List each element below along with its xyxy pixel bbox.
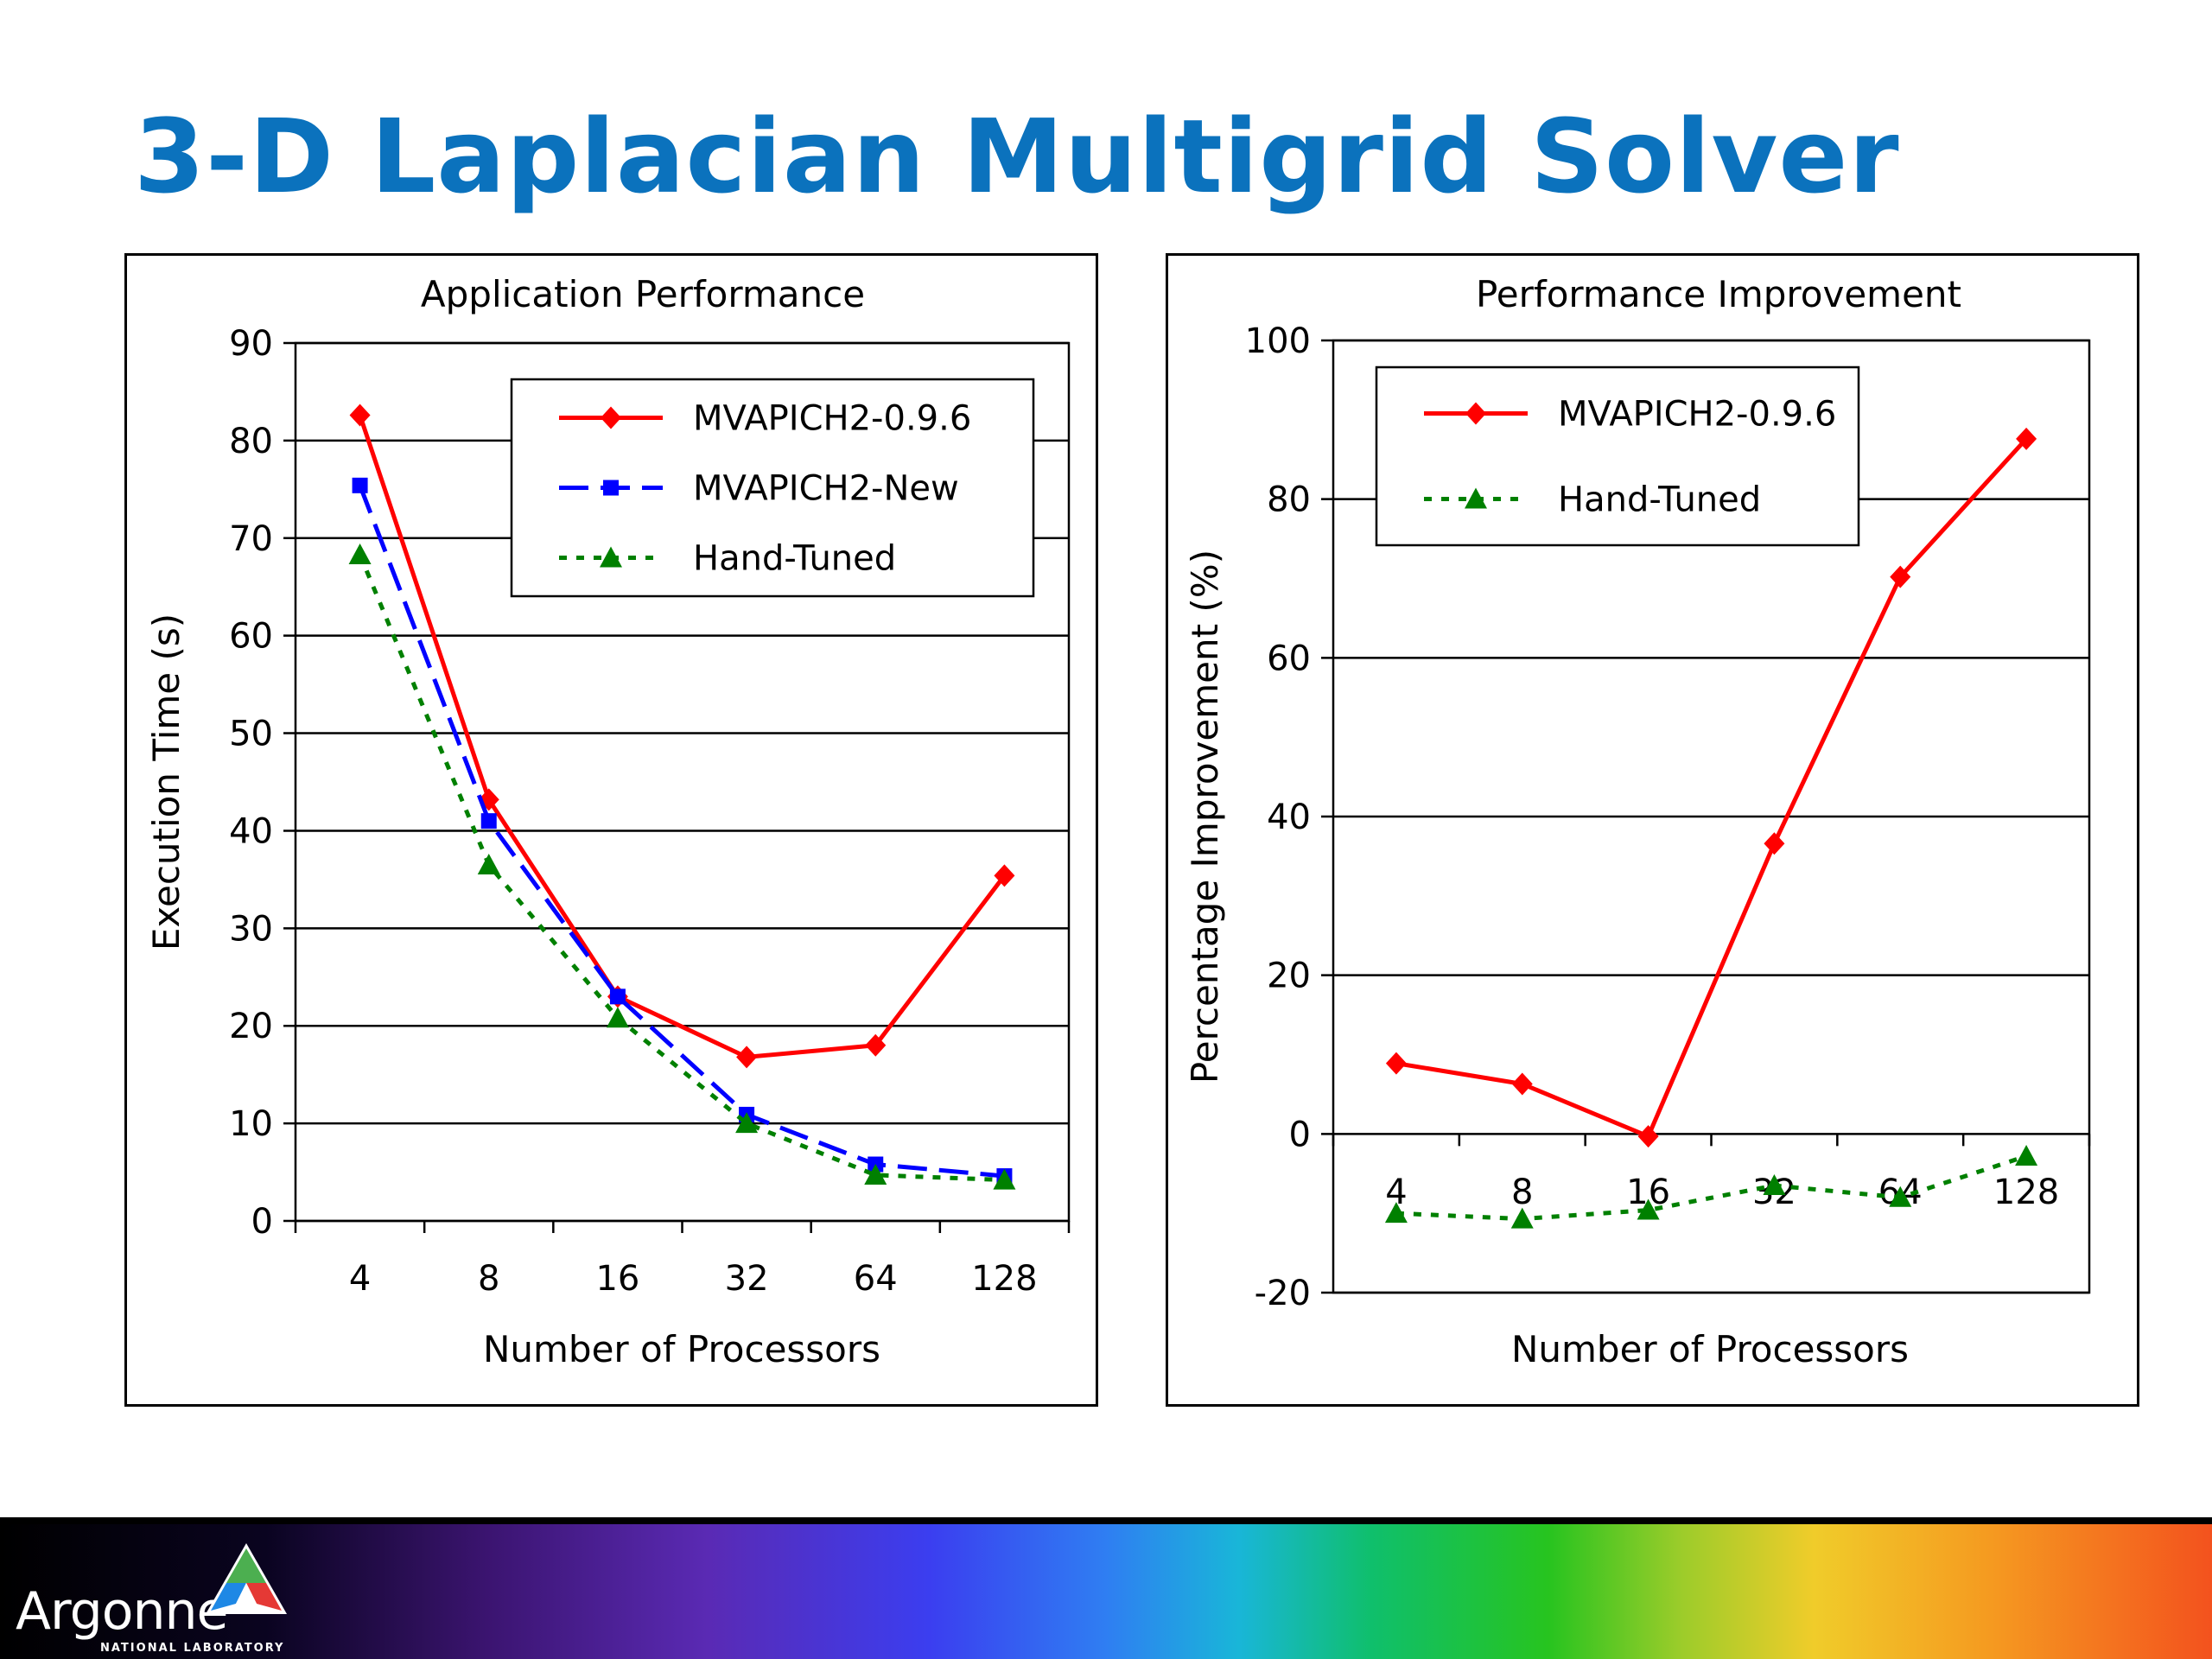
data-point (477, 853, 500, 874)
legend-box (1375, 365, 1860, 547)
argonne-logo-subtitle: NATIONAL LABORATORY (100, 1642, 285, 1655)
y-tick-label: 10 (229, 1104, 273, 1144)
data-point (2016, 427, 2037, 450)
data-point (1384, 1202, 1408, 1224)
data-point (1763, 1174, 1786, 1196)
y-axis-label: Percentage Improvement (%) (1184, 550, 1226, 1084)
data-point (1637, 1125, 1659, 1148)
y-tick-label: 20 (1267, 957, 1311, 996)
legend-marker (603, 480, 619, 496)
data-point (609, 988, 626, 1005)
argonne-logo-text: Argonne (16, 1581, 228, 1642)
application-performance-svg: Application Performance 0 10 20 30 40 50 60 70 80… (124, 253, 1098, 1407)
y-tick-label: 60 (1267, 639, 1311, 678)
legend-marker (601, 406, 621, 429)
x-tick-label: 32 (725, 1259, 769, 1299)
data-point (735, 1112, 759, 1134)
y-axis-label: Execution Time (s) (145, 613, 188, 950)
data-point (480, 813, 497, 830)
data-point (1385, 1052, 1407, 1075)
data-point (1889, 1185, 1912, 1207)
data-point (352, 477, 368, 493)
performance-improvement-chart: Performance Improvement -20 0 20 40 60 80 100 4 8… (1166, 253, 2139, 1407)
data-point (1511, 1072, 1533, 1096)
x-tick-label: 16 (595, 1259, 639, 1299)
y-tick-label: 0 (1289, 1115, 1311, 1154)
legend-marker (1465, 487, 1487, 509)
y-tick-label: 30 (229, 909, 273, 949)
y-tick-label: 40 (229, 811, 273, 851)
legend-label: Hand-Tuned (1558, 480, 1761, 520)
plot-area (1332, 339, 2091, 1294)
x-tick-label: 8 (1511, 1173, 1533, 1212)
data-point (349, 404, 371, 427)
legend-label: MVAPICH2-0.9.6 (693, 399, 971, 439)
y-tick-label: 90 (229, 324, 273, 364)
x-axis-label: Number of Processors (1511, 1328, 1909, 1370)
x-tick-label: 128 (971, 1259, 1037, 1299)
legend-marker (600, 546, 622, 568)
y-tick-label: 60 (229, 617, 273, 657)
data-point (2015, 1145, 2038, 1166)
y-tick-label: 80 (1267, 480, 1311, 520)
legend-label: MVAPICH2-New (693, 469, 959, 509)
y-tick-label: -20 (1255, 1274, 1311, 1313)
y-tick-label: 0 (251, 1202, 273, 1242)
x-tick-label: 8 (478, 1259, 499, 1299)
chart-title: Application Performance (421, 273, 865, 315)
y-tick-label: 70 (229, 519, 273, 559)
x-tick-label: 64 (854, 1259, 898, 1299)
y-tick-label: 40 (1267, 798, 1311, 837)
y-tick-label: 20 (229, 1007, 273, 1046)
data-point (993, 1168, 1016, 1190)
legend-label: MVAPICH2-0.9.6 (1558, 395, 1836, 435)
y-tick-label: 50 (229, 715, 273, 754)
series-line-1 (358, 484, 1005, 1179)
slide-title: 3-D Laplacian Multigrid Solver (134, 97, 1900, 216)
series-line-2 (358, 554, 1005, 1183)
data-point (1637, 1198, 1660, 1220)
series-line-1 (1395, 1154, 2027, 1222)
data-point (1764, 832, 1785, 855)
legend-box (510, 378, 1035, 598)
data-point (1510, 1207, 1534, 1229)
data-point (348, 543, 372, 564)
legend-label: Hand-Tuned (693, 539, 896, 579)
x-tick-label: 128 (1993, 1173, 2059, 1212)
footer-bar: Argonne NATIONAL LABORATORY (0, 1517, 2212, 1659)
data-point (865, 1033, 887, 1057)
data-point (994, 864, 1015, 887)
data-point (864, 1163, 887, 1185)
data-point (736, 1046, 758, 1069)
data-point (1890, 565, 1911, 588)
series-line-0 (358, 414, 1007, 1059)
chart-title: Performance Improvement (1476, 273, 1961, 315)
series-line-0 (1395, 437, 2028, 1139)
x-axis-label: Number of Processors (483, 1328, 880, 1370)
argonne-triangle-logo-icon (206, 1543, 287, 1614)
x-tick-label: 4 (349, 1259, 371, 1299)
y-tick-label: 100 (1245, 321, 1311, 361)
application-performance-chart: Application Performance 0 10 20 30 40 50 60 70 80… (124, 253, 1098, 1407)
legend-marker (1465, 402, 1486, 425)
y-tick-label: 80 (229, 422, 273, 461)
data-point (606, 1007, 629, 1028)
